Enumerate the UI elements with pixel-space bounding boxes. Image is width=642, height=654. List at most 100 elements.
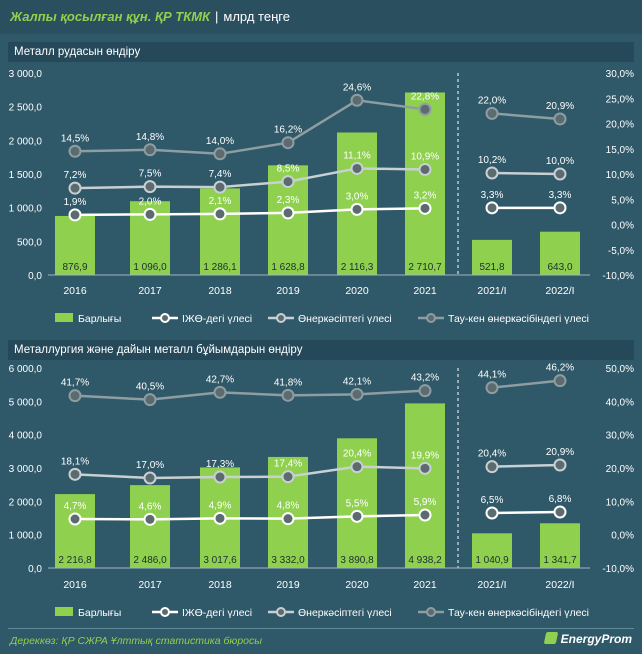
ijo-share-point	[553, 201, 567, 215]
logo-text: EnergyProm	[560, 632, 632, 646]
industry-share-data-label: 20,4%	[478, 449, 506, 460]
source-note: Дереккөз: ҚР СЖРА Ұлттық статистика бюро…	[10, 635, 262, 647]
y-right-tick-label: 40,0%	[606, 397, 634, 408]
bar-value-label: 3 890,8	[340, 555, 374, 566]
chart-metallurgy: 0,0 1 000,0 2 000,0 3 000,0 4 000,0 5 000,0 6 …	[9, 363, 634, 619]
mining-share-data-label: 20,9%	[546, 101, 574, 112]
x-category-label: 2021	[413, 285, 437, 297]
y-right-tick-label: 25,0%	[606, 94, 634, 105]
mining-share-point	[281, 136, 295, 150]
mining-share-point	[350, 93, 364, 107]
y-right-tick-label: 50,0%	[606, 364, 634, 375]
energyprom-logo-icon	[543, 632, 558, 644]
y-right-tick-label: 30,0%	[606, 69, 634, 80]
y-left-tick-label: 0,0	[28, 271, 42, 282]
ijo-share-point	[68, 208, 82, 222]
bar	[405, 403, 445, 568]
bar	[200, 188, 240, 275]
mining-share-data-label: 42,1%	[343, 376, 371, 387]
industry-share-line	[74, 167, 426, 190]
y-left-tick-label: 2 500,0	[9, 103, 43, 114]
industry-share-point	[485, 460, 499, 474]
mining-share-point	[143, 143, 157, 157]
bar	[472, 533, 512, 568]
ijo-share-line	[74, 207, 426, 217]
industry-share-point	[281, 175, 295, 189]
legend-bars-swatch	[55, 607, 73, 616]
ijo-share-point	[418, 201, 432, 215]
ijo-share-data-label: 4,6%	[139, 501, 162, 512]
y-left-tick-label: 2 000,0	[9, 136, 43, 147]
chart2-title: Металлургия және дайын металл бұйымдарын…	[8, 340, 634, 360]
mining-share-point	[350, 387, 364, 401]
mining-share-point	[213, 147, 227, 161]
industry-share-data-label: 19,9%	[411, 450, 439, 461]
bar-value-label: 4 938,2	[408, 555, 442, 566]
industry-share-data-label: 18,1%	[61, 456, 89, 467]
y-left-tick-label: 6 000,0	[9, 364, 43, 375]
y-right-tick-label: 10,0%	[606, 170, 634, 181]
industry-share-data-label: 8,5%	[277, 164, 300, 175]
x-category-label: 2021	[413, 579, 437, 591]
y-right-tick-label: 30,0%	[606, 431, 634, 442]
x-category-label: 2022/I	[545, 579, 574, 591]
bar-value-label: 2 486,0	[133, 555, 167, 566]
industry-share-legend-marker	[276, 607, 286, 617]
industry-share-legend-marker	[276, 313, 286, 323]
industry-share-data-label: 10,9%	[411, 151, 439, 162]
mining-share-legend-label: Тау-кен өнеркәсібіндегі үлесі	[448, 313, 589, 325]
y-right-tick-label: 5,0%	[611, 195, 634, 206]
bar-value-label: 1 628,8	[271, 262, 305, 273]
mining-share-data-label: 22,8%	[411, 91, 439, 102]
bar	[405, 92, 445, 275]
y-left-tick-label: 1 000,0	[9, 531, 43, 542]
ijo-share-legend-marker	[160, 607, 170, 617]
ijo-share-point	[143, 512, 157, 526]
mining-share-line	[491, 379, 561, 389]
mining-share-data-label: 22,0%	[478, 95, 506, 106]
x-category-label: 2016	[63, 579, 87, 591]
industry-share-data-label: 10,2%	[478, 155, 506, 166]
bar	[540, 231, 580, 275]
mining-share-data-label: 14,5%	[61, 133, 89, 144]
bar-value-label: 2 116,3	[341, 262, 374, 273]
industry-share-point	[485, 166, 499, 180]
y-right-tick-label: -5,0%	[608, 246, 634, 257]
bar-value-label: 3 017,6	[203, 555, 237, 566]
y-left-tick-label: 2 000,0	[9, 497, 43, 508]
x-category-label: 2021/I	[477, 579, 506, 591]
x-category-label: 2019	[276, 285, 300, 297]
mining-share-legend-marker	[426, 313, 436, 323]
mining-share-data-label: 41,7%	[61, 378, 89, 389]
bar-value-label: 1 040,9	[475, 555, 509, 566]
ijo-share-data-label: 3,3%	[481, 190, 504, 201]
x-category-label: 2020	[345, 285, 369, 297]
y-left-tick-label: 500,0	[17, 237, 42, 248]
ijo-share-data-label: 2,0%	[139, 196, 162, 207]
y-right-tick-label: 0,0%	[611, 531, 634, 542]
industry-share-data-label: 7,2%	[64, 170, 87, 181]
bar-value-label: 3 332,0	[271, 555, 305, 566]
ijo-share-point	[350, 202, 364, 216]
mining-share-point	[485, 381, 499, 395]
mining-share-point	[418, 384, 432, 398]
y-right-tick-label: 0,0%	[611, 221, 634, 232]
mining-share-data-label: 14,0%	[206, 136, 234, 147]
mining-share-point	[68, 144, 82, 158]
ijo-share-point	[485, 506, 499, 520]
ijo-share-data-label: 3,0%	[346, 191, 369, 202]
y-right-tick-label: 20,0%	[606, 464, 634, 475]
bar-value-label: 876,9	[62, 262, 87, 273]
ijo-share-legend-label: ІЖӨ-дегі үлесі	[182, 313, 252, 325]
industry-share-legend-label: Өнеркәсіптегі үлесі	[298, 313, 392, 325]
industry-share-point	[213, 470, 227, 484]
header: Жалпы қосылған құн. ҚР ТКМК | млрд теңге	[0, 0, 642, 34]
x-category-label: 2021/I	[477, 285, 506, 297]
industry-share-data-label: 11,1%	[343, 150, 371, 161]
y-left-tick-label: 1 500,0	[9, 170, 43, 181]
ijo-share-point	[418, 508, 432, 522]
mining-share-point	[418, 102, 432, 116]
y-right-tick-label: -10,0%	[602, 564, 634, 575]
bar-value-label: 1 286,1	[203, 262, 237, 273]
chart1-title: Металл рудасын өндіру	[8, 42, 634, 62]
